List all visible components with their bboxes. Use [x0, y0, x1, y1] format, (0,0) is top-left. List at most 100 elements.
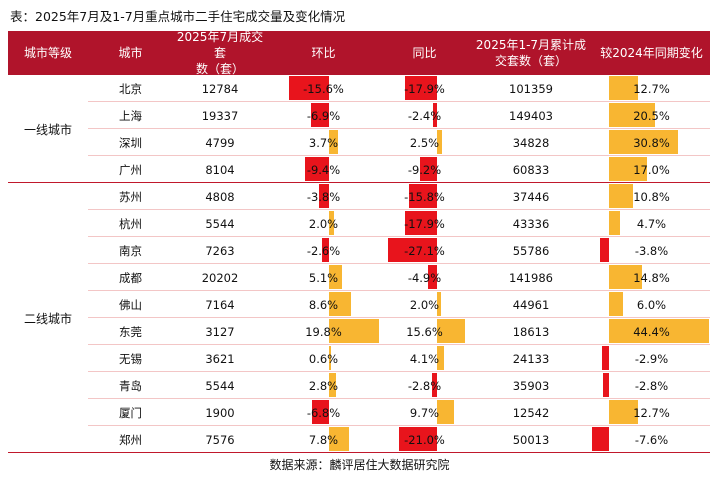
table-row: 北京 12784 101359 -15.6% -17.9% 12.7%	[8, 75, 710, 102]
city-cell: 佛山	[119, 297, 142, 312]
yoy-change-bar	[404, 76, 437, 100]
header-july: 2025年7月成交套 数（套）	[176, 30, 264, 76]
tier-label: 一线城市	[23, 122, 72, 137]
yoy-change-label: -2.8%	[407, 378, 442, 393]
july-volume-cell: 7263	[205, 243, 235, 258]
row-divider	[8, 182, 710, 183]
ytd-volume-cell: 50013	[512, 432, 550, 447]
ytd-volume-cell: 12542	[512, 405, 550, 420]
row-divider	[88, 425, 710, 426]
mom-change-label: 19.8%	[305, 324, 342, 339]
city-cell: 上海	[119, 108, 142, 123]
mom-change-label: 3.7%	[308, 135, 339, 150]
row-divider	[88, 263, 710, 264]
row-divider	[88, 101, 710, 102]
city-cell: 广州	[119, 162, 142, 177]
ytd-volume-cell: 18613	[512, 324, 550, 339]
vs2024-change-bar	[609, 76, 638, 100]
data-table: 城市等级 城市 2025年7月成交套 数（套） 环比 同比 2025年1-7月累…	[8, 30, 710, 453]
ytd-volume-cell: 43336	[512, 216, 550, 231]
vs2024-change-bar	[591, 427, 609, 451]
page-title: 表：2025年7月及1-7月重点城市二手住宅成交量及变化情况	[10, 9, 346, 24]
july-volume-cell: 5544	[205, 216, 235, 231]
mom-change-label: 8.6%	[308, 297, 339, 312]
mom-change-label: -6.9%	[306, 108, 341, 123]
vs2024-change-bar	[609, 319, 709, 343]
mom-change-label: 7.8%	[308, 432, 339, 447]
vs2024-change-label: 6.0%	[636, 297, 667, 312]
ytd-volume-cell: 101359	[509, 81, 553, 96]
ytd-volume-cell: 60833	[512, 162, 550, 177]
july-volume-cell: 3127	[205, 324, 235, 339]
yoy-change-bar	[408, 184, 437, 208]
vs2024-change-label: -7.6%	[634, 432, 669, 447]
mom-change-label: 2.8%	[308, 378, 339, 393]
ytd-volume-cell: 37446	[512, 189, 550, 204]
table-row: 郑州 7576 50013 7.8% -21.0% -7.6%	[8, 426, 710, 453]
vs2024-change-bar	[602, 373, 609, 397]
vs2024-change-bar	[600, 238, 609, 262]
mom-change-bar	[329, 427, 349, 451]
yoy-change-bar	[437, 292, 441, 316]
vs2024-change-label: 17.0%	[633, 162, 670, 177]
header-tier: 城市等级	[23, 46, 72, 60]
vs2024-change-bar	[609, 157, 648, 181]
table-row: 广州 8104 60833 -9.4% -9.2% 17.0%	[8, 156, 710, 183]
yoy-change-label: -2.4%	[407, 108, 442, 123]
july-volume-cell: 7164	[205, 297, 235, 312]
row-divider	[88, 209, 710, 210]
july-volume-cell: 19337	[201, 108, 239, 123]
yoy-change-bar	[437, 346, 445, 370]
row-divider	[88, 398, 710, 399]
vs2024-change-bar	[609, 400, 638, 424]
city-cell: 青岛	[119, 378, 142, 393]
row-divider	[88, 290, 710, 291]
july-volume-cell: 20202	[201, 270, 239, 285]
table-row: 苏州 4808 37446 -3.8% -15.8% 10.8%	[8, 183, 710, 210]
header-city: 城市	[118, 46, 143, 60]
vs2024-change-label: -2.9%	[634, 351, 669, 366]
yoy-change-bar	[437, 319, 466, 343]
mom-change-label: 2.0%	[308, 216, 339, 231]
vs2024-change-label: 4.7%	[636, 216, 667, 231]
row-divider	[88, 371, 710, 372]
city-cell: 北京	[119, 81, 142, 96]
yoy-change-bar	[432, 103, 437, 127]
yoy-change-bar	[420, 157, 437, 181]
vs2024-change-label: 14.8%	[633, 270, 670, 285]
city-cell: 苏州	[119, 189, 142, 204]
vs2024-change-label: 30.8%	[633, 135, 670, 150]
yoy-change-label: 4.1%	[409, 351, 440, 366]
vs2024-change-bar	[609, 130, 679, 154]
mom-change-bar	[311, 400, 329, 424]
vs2024-change-label: 44.4%	[633, 324, 670, 339]
yoy-change-bar	[399, 427, 437, 451]
mom-change-label: -9.4%	[306, 162, 341, 177]
vs2024-change-label: 12.7%	[633, 405, 670, 420]
table-row: 深圳 4799 34828 3.7% 2.5% 30.8%	[8, 129, 710, 156]
yoy-change-label: -17.9%	[404, 81, 445, 96]
header-ytd: 2025年1-7月累计成 交套数（套）	[475, 38, 587, 68]
ytd-volume-cell: 149403	[509, 108, 553, 123]
table-row: 南京 7263 55786 -2.6% -27.1% -3.8%	[8, 237, 710, 264]
july-volume-cell: 12784	[201, 81, 239, 96]
vs2024-change-label: 20.5%	[633, 108, 670, 123]
yoy-change-label: -21.0%	[404, 432, 445, 447]
yoy-change-label: 2.0%	[409, 297, 440, 312]
ytd-volume-cell: 24133	[512, 351, 550, 366]
mom-change-bar	[329, 265, 342, 289]
table-row: 东莞 3127 18613 19.8% 15.6% 44.4%	[8, 318, 710, 345]
mom-change-bar	[329, 373, 337, 397]
header-vs2024: 较2024年同期变化	[600, 46, 703, 60]
yoy-change-bar	[388, 238, 437, 262]
table-row: 佛山 7164 44961 8.6% 2.0% 6.0%	[8, 291, 710, 318]
table-header: 城市等级 城市 2025年7月成交套 数（套） 环比 同比 2025年1-7月累…	[8, 30, 710, 76]
city-cell: 无锡	[119, 351, 142, 366]
table-row: 厦门 1900 12542 -6.8% 9.7% 12.7%	[8, 399, 710, 426]
table-row: 青岛 5544 35903 2.8% -2.8% -2.8%	[8, 372, 710, 399]
mom-change-bar	[329, 211, 335, 235]
vs2024-change-bar	[609, 292, 623, 316]
vs2024-change-label: 10.8%	[633, 189, 670, 204]
mom-change-label: -6.8%	[306, 405, 341, 420]
ytd-volume-cell: 141986	[509, 270, 553, 285]
